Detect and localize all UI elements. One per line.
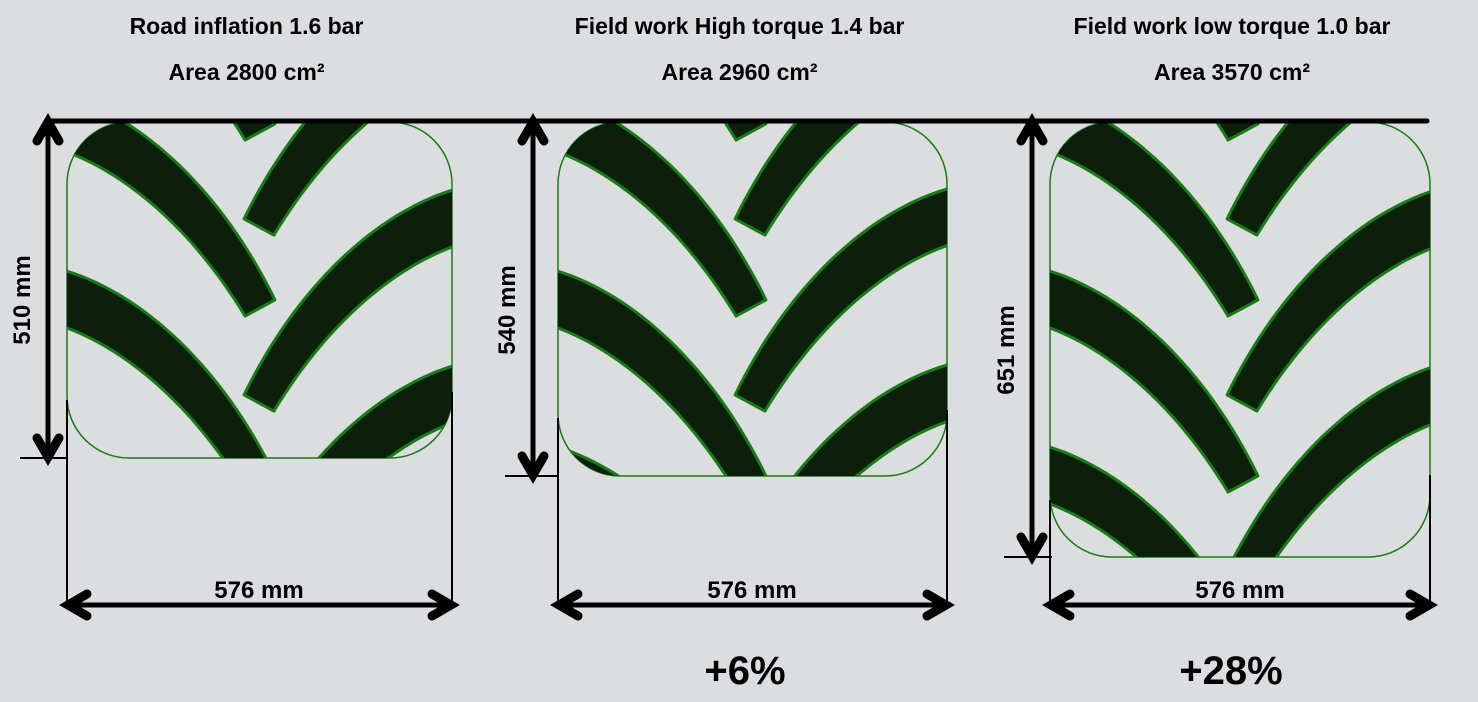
svg-text:+28%: +28% — [1179, 649, 1282, 693]
svg-text:576 mm: 576 mm — [707, 577, 796, 604]
svg-text:510 mm: 510 mm — [9, 255, 36, 344]
svg-text:576 mm: 576 mm — [214, 577, 303, 604]
svg-text:651 mm: 651 mm — [993, 305, 1020, 394]
svg-text:+6%: +6% — [704, 649, 785, 693]
svg-text:576 mm: 576 mm — [1195, 577, 1284, 604]
svg-text:540 mm: 540 mm — [494, 265, 521, 354]
